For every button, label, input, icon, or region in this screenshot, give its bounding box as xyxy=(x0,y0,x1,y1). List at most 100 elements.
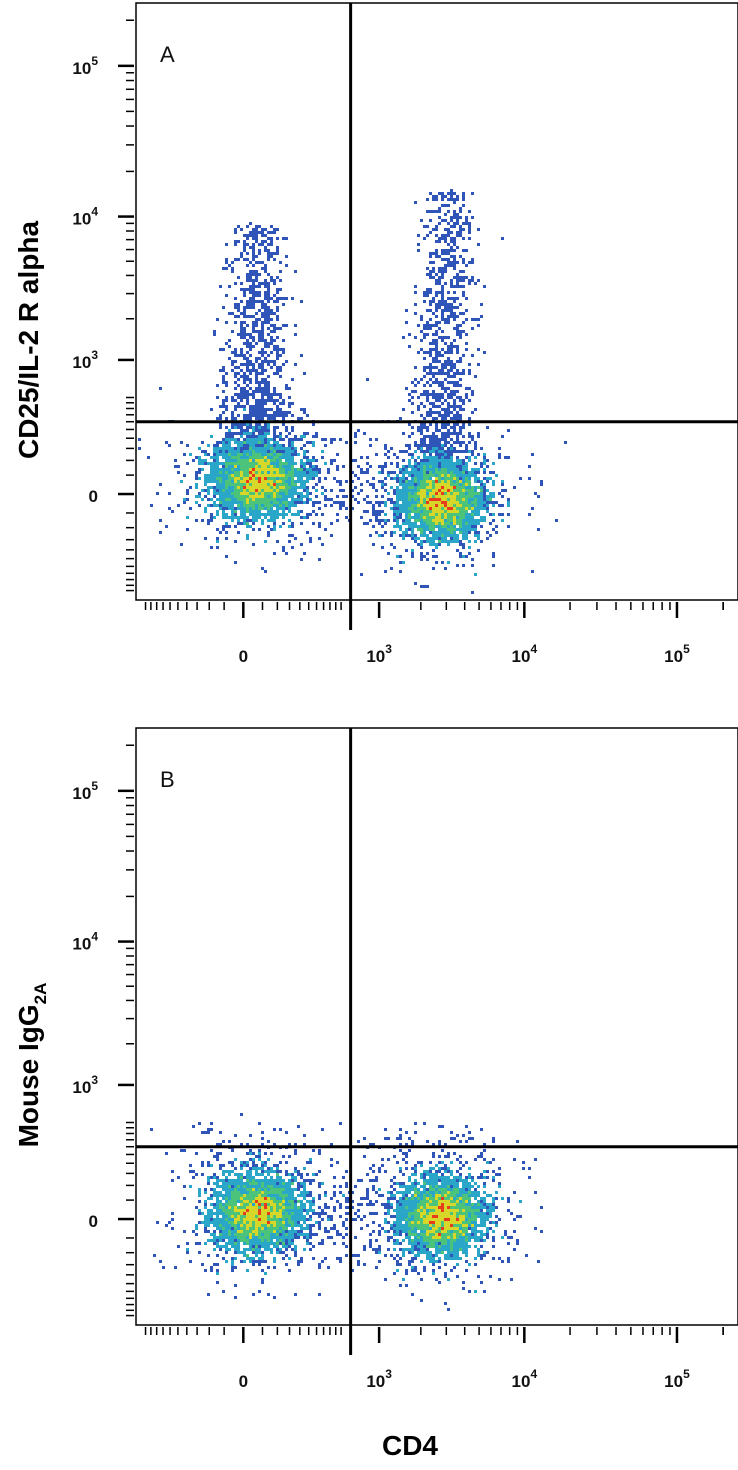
event-cell xyxy=(300,459,303,462)
event-cell xyxy=(264,1230,267,1233)
event-cell xyxy=(246,384,249,387)
event-cell xyxy=(435,1221,438,1224)
event-cell xyxy=(264,228,267,231)
event-cell xyxy=(342,465,345,468)
event-cell xyxy=(417,429,420,432)
event-cell xyxy=(456,315,459,318)
event-cell xyxy=(450,462,453,465)
event-cell xyxy=(276,354,279,357)
event-cell xyxy=(432,480,435,483)
event-cell xyxy=(471,516,474,519)
event-cell xyxy=(303,483,306,486)
event-cell xyxy=(246,279,249,282)
event-cell xyxy=(324,444,327,447)
event-cell xyxy=(459,276,462,279)
event-cell xyxy=(234,1251,237,1254)
event-cell xyxy=(273,1296,276,1299)
event-cell xyxy=(459,384,462,387)
event-cell xyxy=(486,531,489,534)
event-cell xyxy=(273,252,276,255)
event-cell xyxy=(486,1218,489,1221)
event-cell xyxy=(414,525,417,528)
event-cell xyxy=(264,384,267,387)
event-cell xyxy=(255,279,258,282)
event-cell xyxy=(366,510,369,513)
event-cell xyxy=(399,492,402,495)
event-cell xyxy=(432,402,435,405)
event-cell xyxy=(258,309,261,312)
event-cell xyxy=(462,528,465,531)
event-cell xyxy=(288,405,291,408)
event-cell xyxy=(282,297,285,300)
event-cell xyxy=(270,1188,273,1191)
event-cell xyxy=(303,1134,306,1137)
event-cell xyxy=(468,483,471,486)
event-cell xyxy=(459,417,462,420)
event-cell xyxy=(477,432,480,435)
event-cell xyxy=(237,1248,240,1251)
event-cell xyxy=(243,516,246,519)
event-cell xyxy=(264,453,267,456)
event-cell xyxy=(468,531,471,534)
event-cell xyxy=(249,1248,252,1251)
event-cell xyxy=(465,489,468,492)
event-cell xyxy=(417,480,420,483)
event-cell xyxy=(459,357,462,360)
event-cell xyxy=(447,1203,450,1206)
event-cell xyxy=(450,1218,453,1221)
event-cell xyxy=(462,1215,465,1218)
event-cell xyxy=(432,261,435,264)
event-cell xyxy=(408,1224,411,1227)
event-cell xyxy=(228,450,231,453)
event-cell xyxy=(420,1242,423,1245)
event-cell xyxy=(261,267,264,270)
event-cell xyxy=(228,285,231,288)
event-cell xyxy=(219,1230,222,1233)
event-cell xyxy=(255,294,258,297)
event-cell xyxy=(246,1197,249,1200)
event-cell xyxy=(453,495,456,498)
event-cell xyxy=(222,1290,225,1293)
event-cell xyxy=(273,462,276,465)
event-cell xyxy=(420,504,423,507)
event-cell xyxy=(273,282,276,285)
event-cell xyxy=(255,441,258,444)
event-cell xyxy=(243,342,246,345)
event-cell xyxy=(165,441,168,444)
y-tick-label: 103 xyxy=(72,348,98,372)
event-cell xyxy=(252,1197,255,1200)
event-cell xyxy=(300,462,303,465)
event-cell xyxy=(282,1206,285,1209)
event-cell xyxy=(432,462,435,465)
event-cell xyxy=(474,1218,477,1221)
event-cell xyxy=(228,486,231,489)
event-cell xyxy=(420,492,423,495)
event-cell xyxy=(279,489,282,492)
event-cell xyxy=(216,528,219,531)
event-cell xyxy=(303,1209,306,1212)
event-cell xyxy=(240,504,243,507)
event-cell xyxy=(231,1245,234,1248)
event-cell xyxy=(267,342,270,345)
event-cell xyxy=(459,312,462,315)
event-cell xyxy=(243,471,246,474)
event-cell xyxy=(231,1170,234,1173)
event-cell xyxy=(447,501,450,504)
event-cell xyxy=(234,381,237,384)
event-cell xyxy=(258,1209,261,1212)
event-cell xyxy=(216,471,219,474)
event-cell xyxy=(249,291,252,294)
event-cell xyxy=(450,393,453,396)
event-cell xyxy=(396,555,399,558)
event-cell xyxy=(450,231,453,234)
event-cell xyxy=(414,1185,417,1188)
event-cell xyxy=(240,252,243,255)
event-cell xyxy=(450,342,453,345)
event-cell xyxy=(438,360,441,363)
event-cell xyxy=(312,522,315,525)
event-cell xyxy=(420,480,423,483)
event-cell xyxy=(288,1179,291,1182)
event-cell xyxy=(204,507,207,510)
event-cell xyxy=(249,447,252,450)
event-cell xyxy=(408,474,411,477)
